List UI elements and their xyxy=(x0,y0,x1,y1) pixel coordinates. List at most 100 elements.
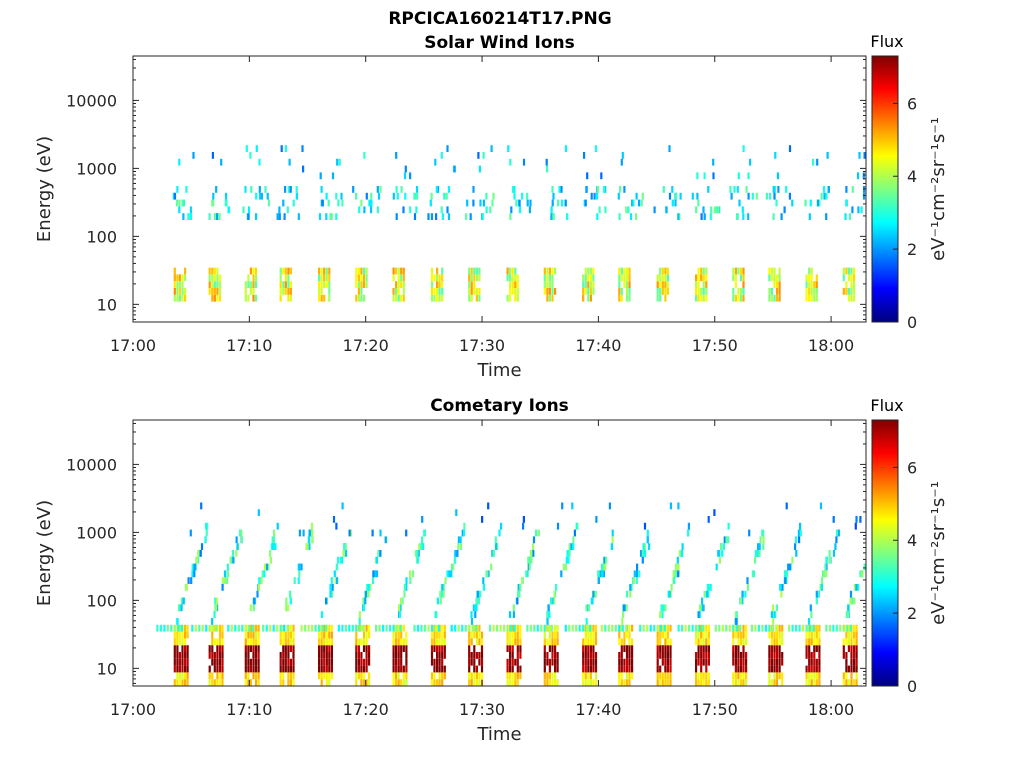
flux-cell xyxy=(718,624,721,632)
flux-cell xyxy=(184,624,187,632)
flux-cell xyxy=(344,624,347,632)
flux-cell xyxy=(853,638,856,646)
flux-cell xyxy=(778,294,781,302)
flux-cell xyxy=(818,645,821,652)
flux-cell xyxy=(700,645,703,652)
flux-cell xyxy=(778,288,781,295)
flux-cell xyxy=(742,638,745,646)
flux-cell xyxy=(775,294,779,302)
flux-cell xyxy=(345,550,348,557)
flux-cell xyxy=(433,672,436,680)
flux-cell xyxy=(478,165,481,173)
flux-cell xyxy=(675,192,678,200)
flux-cell xyxy=(745,672,748,680)
flux-cell xyxy=(211,658,214,666)
flux-cell xyxy=(775,604,778,612)
flux-cell xyxy=(604,563,607,571)
flux-cell xyxy=(516,597,519,605)
flux-cell xyxy=(320,267,323,275)
flux-cell xyxy=(785,186,788,193)
flux-cell xyxy=(695,638,698,646)
flux-cell xyxy=(705,631,708,639)
flux-cell xyxy=(787,563,790,571)
flux-cell xyxy=(216,294,219,302)
flux-cell xyxy=(457,624,460,632)
flux-cell xyxy=(438,672,441,680)
flux-cell xyxy=(594,145,598,152)
flux-cell xyxy=(543,638,546,646)
flux-cell xyxy=(695,679,698,686)
flux-cell xyxy=(810,638,813,646)
flux-cell xyxy=(213,624,216,632)
flux-cell xyxy=(608,502,611,510)
flux-cell xyxy=(436,274,439,282)
flux-cell xyxy=(403,584,406,591)
flux-cell xyxy=(196,556,199,564)
flux-cell xyxy=(805,638,808,646)
flux-cell xyxy=(423,529,426,537)
flux-cell xyxy=(287,652,290,659)
flux-cell xyxy=(211,281,214,288)
flux-cell xyxy=(742,294,745,302)
flux-cell xyxy=(379,550,382,557)
flux-cell xyxy=(734,645,737,652)
flux-cell xyxy=(470,679,473,686)
flux-cell xyxy=(442,590,445,598)
flux-cell xyxy=(817,590,820,598)
flux-cell xyxy=(439,597,442,605)
colorbar-tick-label: 2 xyxy=(907,240,917,259)
flux-cell xyxy=(568,550,571,557)
flux-cell xyxy=(325,281,328,288)
flux-cell xyxy=(677,570,680,578)
flux-cell xyxy=(213,665,216,673)
flux-cell xyxy=(669,590,672,598)
flux-cell xyxy=(189,213,192,220)
flux-cell xyxy=(777,186,780,193)
flux-cell xyxy=(176,281,179,288)
flux-cell xyxy=(320,638,323,646)
flux-cell xyxy=(592,281,595,288)
flux-cell xyxy=(850,672,853,680)
flux-cell xyxy=(834,543,837,550)
flux-cell xyxy=(778,665,781,673)
flux-cell xyxy=(475,631,478,639)
flux-cell xyxy=(850,267,853,275)
flux-cell xyxy=(443,631,446,639)
flux-cell xyxy=(660,604,663,612)
flux-cell xyxy=(416,186,419,193)
flux-cell xyxy=(721,624,724,632)
flux-cell xyxy=(851,206,854,214)
flux-cell xyxy=(405,658,408,666)
flux-cell xyxy=(485,192,488,200)
flux-cell xyxy=(521,192,524,200)
flux-cell xyxy=(284,658,287,666)
flux-cell xyxy=(323,645,326,652)
flux-cell xyxy=(336,158,339,166)
flux-cell xyxy=(487,570,490,578)
flux-cell xyxy=(218,288,222,295)
flux-cell xyxy=(805,645,808,652)
flux-cell xyxy=(298,570,301,578)
x-tick-label: 18:00 xyxy=(808,700,854,719)
flux-cell xyxy=(477,597,480,605)
flux-cell xyxy=(607,624,610,632)
flux-cell xyxy=(473,288,476,295)
flux-cell xyxy=(672,570,675,578)
flux-cell xyxy=(665,206,668,214)
flux-cell xyxy=(318,294,321,302)
flux-cell xyxy=(216,213,219,220)
flux-cell xyxy=(611,529,614,537)
x-tick-label: 17:30 xyxy=(459,700,505,719)
flux-cell xyxy=(478,658,481,666)
flux-cell xyxy=(592,624,595,632)
flux-cell xyxy=(789,563,792,571)
flux-cell xyxy=(706,590,709,598)
flux-cell xyxy=(218,638,222,646)
flux-cell xyxy=(845,288,848,295)
flux-cell xyxy=(618,294,621,302)
flux-cell xyxy=(254,267,258,275)
flux-cell xyxy=(747,192,750,200)
flux-cell xyxy=(742,281,745,288)
flux-cell xyxy=(323,274,326,282)
flux-cell xyxy=(596,186,600,193)
